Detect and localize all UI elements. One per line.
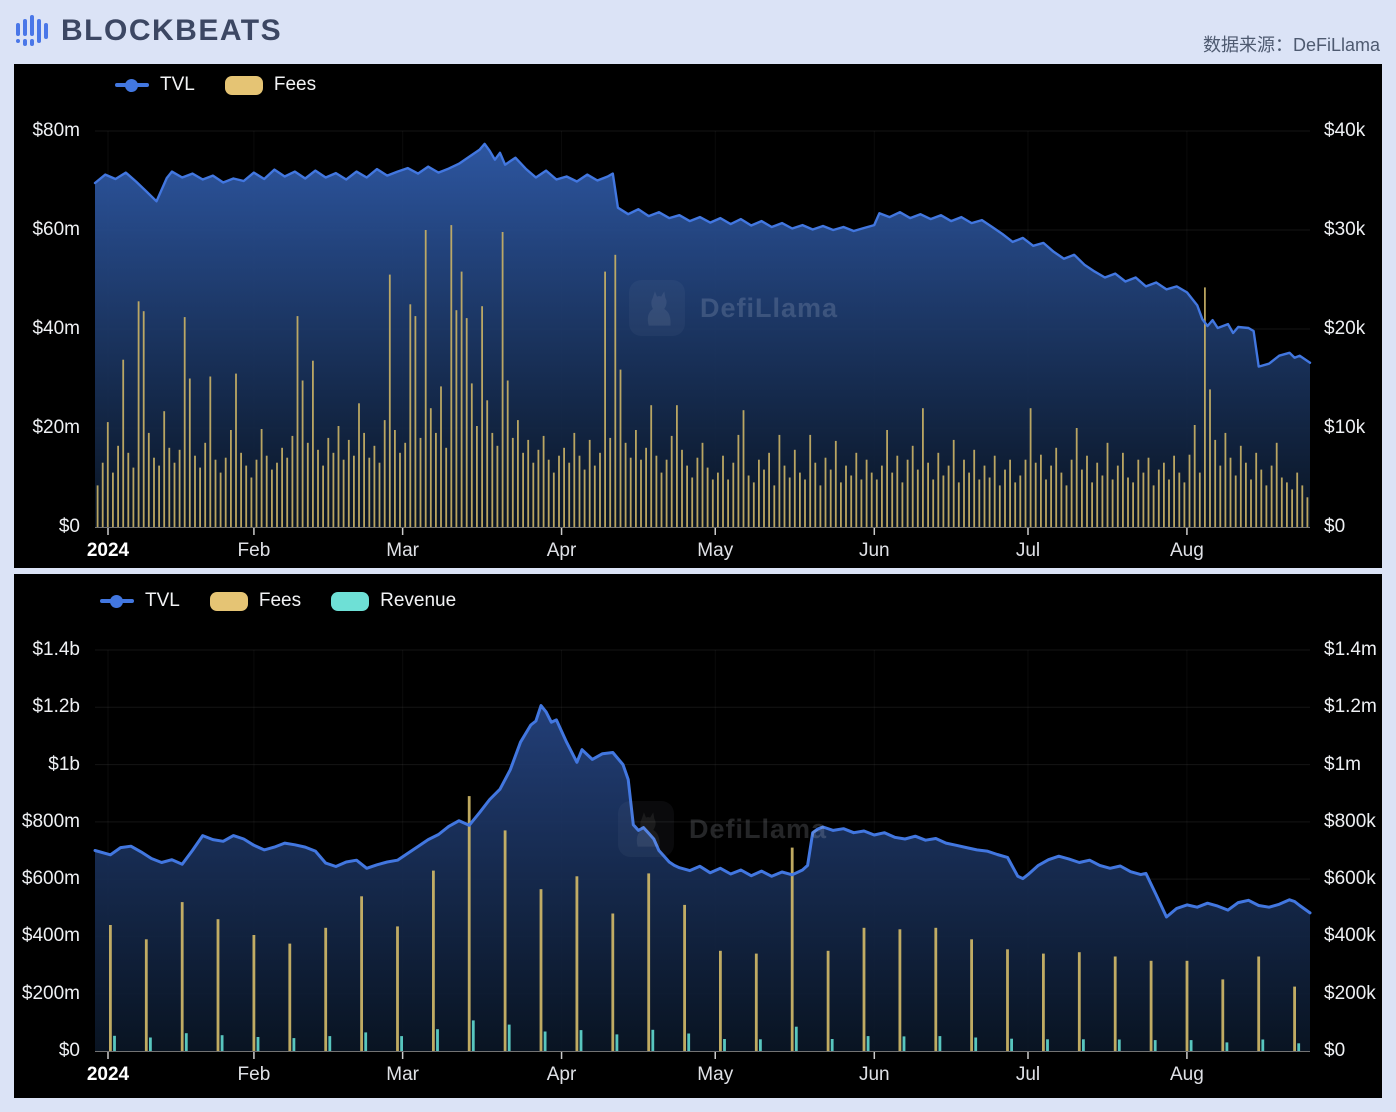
y-axis-label-right: $1.4m: [1324, 639, 1377, 660]
chart-plot[interactable]: [93, 130, 1312, 539]
y-axis-label-right: $30k: [1324, 219, 1366, 240]
x-axis-label: Apr: [546, 540, 577, 561]
x-axis-label: Aug: [1170, 540, 1204, 561]
x-axis-label: Jul: [1015, 540, 1041, 561]
x-axis-label: Aug: [1170, 1064, 1204, 1085]
y-axis-label-right: $400k: [1324, 925, 1376, 947]
y-axis-label-right: $1.2m: [1324, 696, 1377, 718]
legend-label: TVL: [145, 590, 180, 611]
chart-legend: TVL Fees Revenue: [100, 590, 456, 612]
y-axis-label-right: $0: [1324, 1040, 1346, 1061]
y-axis-label-left: $60m: [32, 219, 80, 240]
legend-dot: [110, 594, 123, 608]
brand-title: BLOCKBEATS: [61, 14, 283, 47]
legend-item-tvl[interactable]: TVL: [100, 590, 180, 612]
tvl-legend-marker: [115, 78, 149, 92]
chart-plot[interactable]: [93, 649, 1312, 1063]
y-axis-label-right: $800k: [1324, 810, 1376, 832]
x-axis-label: Feb: [237, 540, 271, 561]
y-axis-label-right: $40k: [1324, 120, 1366, 141]
x-axis-label: May: [697, 1064, 734, 1085]
chart-legend: TVL Fees: [115, 74, 316, 96]
legend-label: Fees: [273, 74, 317, 95]
legend-dot: [125, 78, 138, 92]
y-axis-label-right: $20k: [1324, 318, 1366, 339]
tvl-fees-revenue-chart-panel: TVL Fees Revenue $1.4b $1.2b $1b $800m $600m $4…: [14, 574, 1382, 1098]
x-axis-label: Mar: [386, 1064, 419, 1085]
y-axis-label-left: $20m: [32, 417, 80, 438]
y-axis-label-left: $1b: [48, 753, 80, 775]
y-axis-label-left: $40m: [32, 318, 80, 339]
legend-item-fees[interactable]: Fees: [224, 74, 317, 96]
y-axis-label-left: $0: [58, 516, 80, 537]
tvl-line: [93, 142, 1312, 368]
y-axis-label-right: $600k: [1324, 868, 1376, 890]
tvl-legend-marker: [100, 594, 134, 608]
tvl-area: [95, 143, 1310, 527]
x-axis-label: Apr: [546, 1064, 577, 1085]
x-axis-label: Jul: [1015, 1064, 1041, 1085]
legend-item-revenue[interactable]: Revenue: [331, 590, 456, 612]
x-axis-label: 2024: [86, 1064, 130, 1085]
tvl-line: [93, 704, 1312, 919]
y-axis-label-left: $1.4b: [32, 639, 80, 660]
y-axis-label-left: $600m: [21, 868, 80, 890]
x-axis-label: Feb: [237, 1064, 271, 1085]
y-axis-label-right: $1m: [1324, 753, 1361, 775]
x-axis-label: Mar: [386, 540, 419, 561]
y-axis-label-left: $1.2b: [32, 696, 80, 718]
page-header: BLOCKBEATS 数据来源：DeFiLlama: [0, 0, 1396, 64]
y-axis-label-right: $0: [1324, 516, 1346, 537]
x-axis-label: 2024: [86, 540, 130, 561]
data-source-label: 数据来源：DeFiLlama: [1202, 35, 1380, 55]
blockbeats-soundwave-icon: [16, 15, 48, 46]
legend-label: Fees: [258, 590, 302, 611]
fees-bars: [109, 796, 1296, 1052]
y-axis-label-left: $400m: [21, 925, 80, 947]
blockbeats-logo: BLOCKBEATS: [16, 14, 282, 48]
legend-item-fees[interactable]: Fees: [209, 590, 302, 612]
fees-legend-marker: [209, 591, 248, 611]
revenue-bars: [113, 1020, 1301, 1051]
revenue-legend-marker: [331, 591, 370, 611]
fees-legend-marker: [224, 75, 263, 95]
fees-bars: [96, 225, 1309, 528]
y-axis-label-right: $200k: [1324, 982, 1376, 1004]
legend-label: TVL: [160, 74, 195, 95]
y-axis-label-right: $10k: [1324, 417, 1366, 438]
y-axis-label-left: $0: [58, 1040, 80, 1061]
x-axis-label: Jun: [858, 1064, 890, 1085]
y-axis-label-left: $200m: [21, 982, 80, 1004]
legend-item-tvl[interactable]: TVL: [115, 74, 195, 96]
x-axis-label: Jun: [858, 540, 890, 561]
tvl-area: [95, 705, 1310, 1051]
tvl-fees-chart-panel: TVL Fees $80m $60m $40m $20m $0 $40k $30k $20k $1…: [14, 64, 1382, 568]
legend-label: Revenue: [380, 590, 457, 611]
y-axis-label-left: $800m: [21, 810, 80, 832]
x-axis-label: May: [697, 540, 734, 561]
y-axis-label-left: $80m: [32, 120, 80, 141]
